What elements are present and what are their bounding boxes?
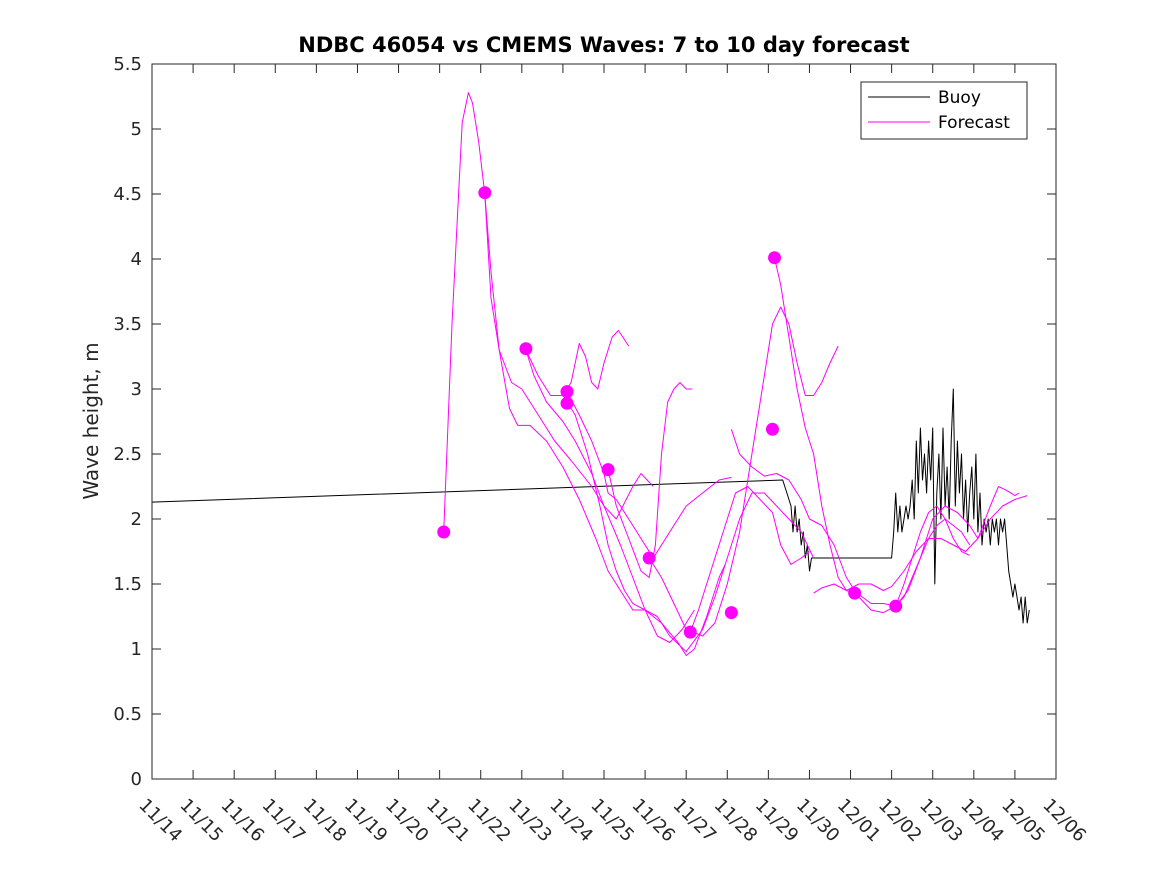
forecast-line-13: [895, 518, 971, 607]
forecast-line-3: [525, 330, 630, 396]
forecast-line-7: [607, 382, 693, 578]
forecast-start-marker: [765, 422, 779, 436]
forecast-line-10: [730, 429, 970, 614]
forecast-start-marker: [437, 525, 451, 539]
forecast-line-4: [525, 349, 695, 643]
y-tick-label: 3: [131, 379, 142, 400]
forecast-line-5: [566, 391, 732, 559]
forecast-start-marker: [683, 625, 697, 639]
legend-box: [860, 81, 1028, 140]
marker-layer: [437, 186, 903, 639]
y-axis-label: Wave height, m: [79, 342, 103, 499]
plot-area: [152, 64, 1056, 779]
y-tick-label: 1.5: [113, 574, 142, 595]
forecast-line-6: [566, 401, 815, 653]
legend-label-forecast: Forecast: [938, 113, 1010, 133]
forecast-start-marker: [601, 463, 615, 477]
chart-title: NDBC 46054 vs CMEMS Waves: 7 to 10 day f…: [298, 33, 909, 57]
forecast-start-marker: [724, 606, 738, 620]
legend-label-buoy: Buoy: [938, 88, 981, 108]
y-tick-label: 0: [131, 769, 142, 790]
forecast-start-marker: [848, 586, 862, 600]
forecast-start-marker: [642, 551, 656, 565]
y-tick-label: 5: [131, 119, 142, 140]
y-tick-label: 5.5: [113, 54, 142, 75]
legend: Buoy Forecast: [860, 81, 1028, 140]
y-tick-label: 2.5: [113, 444, 142, 465]
forecast-start-marker: [889, 599, 903, 613]
forecast-start-marker: [519, 342, 533, 356]
forecast-start-marker: [560, 385, 574, 399]
forecast-start-marker: [560, 396, 574, 410]
series-layer: [151, 92, 1030, 656]
forecast-line-9: [689, 486, 810, 633]
forecast-line-1: [443, 92, 654, 533]
y-tick-label: 4: [131, 249, 142, 270]
y-tick-label: 1: [131, 639, 142, 660]
y-tick-label: 0.5: [113, 704, 142, 725]
forecast-start-marker: [768, 251, 782, 265]
y-tick-label: 4.5: [113, 184, 142, 205]
forecast-start-marker: [478, 186, 492, 200]
axes-box: [151, 63, 1057, 780]
y-tick-label: 2: [131, 509, 142, 530]
forecast-line-2: [484, 193, 726, 656]
y-tick-label: 3.5: [113, 314, 142, 335]
